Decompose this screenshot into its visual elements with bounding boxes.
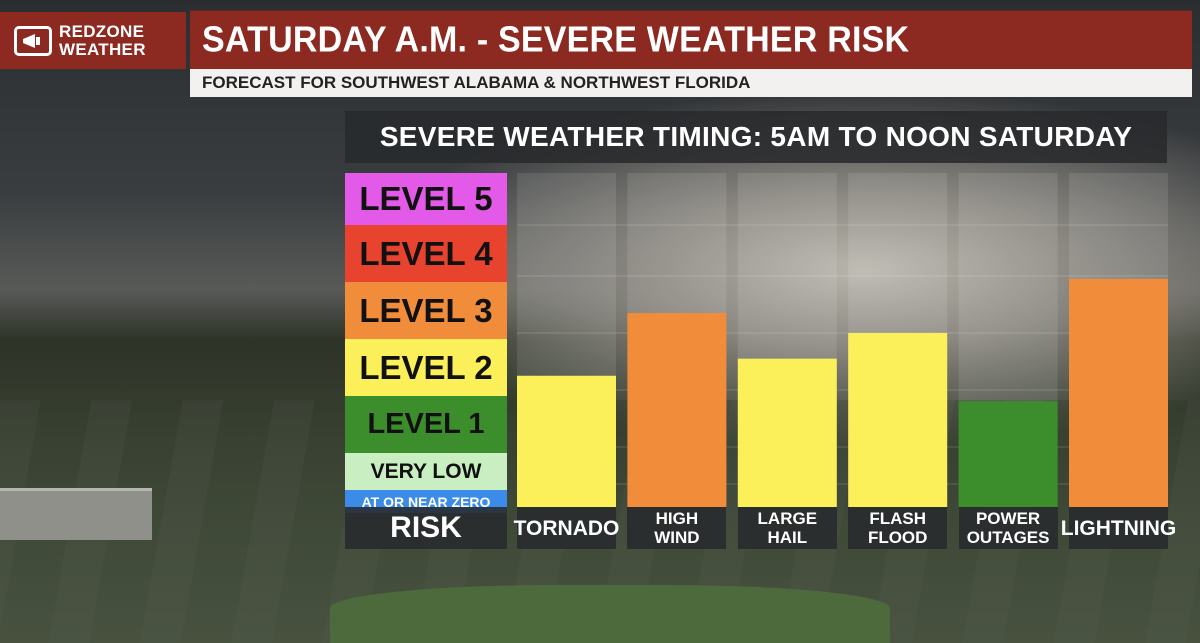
- risk-level-3: LEVEL 3: [345, 282, 507, 339]
- background-field: [330, 585, 890, 643]
- bar-power-outages: [958, 401, 1058, 507]
- brand-logo: REDZONE WEATHER: [0, 12, 186, 69]
- category-label-high-wind: HIGH WIND: [627, 507, 727, 549]
- category-label-tornado: TORNADO: [514, 507, 619, 549]
- page-title: SATURDAY A.M. - SEVERE WEATHER RISK: [190, 10, 1192, 71]
- category-label-large-hail: LARGE HAIL: [737, 507, 837, 549]
- category-label-flash-flood: FLASH FLOOD: [848, 507, 948, 549]
- risk-level-5: LEVEL 1: [345, 396, 507, 453]
- bar-lightning: [1069, 278, 1168, 507]
- category-label-power-outages: POWER OUTAGES: [958, 507, 1058, 549]
- page-subtitle: FORECAST FOR SOUTHWEST ALABAMA & NORTHWE…: [190, 69, 1192, 97]
- risk-level-1: LEVEL 5: [345, 173, 507, 225]
- risk-level-6: VERY LOW: [345, 453, 507, 490]
- bar-high-wind: [627, 313, 727, 507]
- risk-level-2: LEVEL 4: [345, 225, 507, 282]
- bar-large-hail: [737, 358, 837, 507]
- megaphone-icon: [14, 25, 52, 56]
- risk-level-4: LEVEL 2: [345, 339, 507, 396]
- chart-title: SEVERE WEATHER TIMING: 5AM TO NOON SATUR…: [345, 111, 1167, 163]
- bar-flash-flood: [848, 333, 948, 507]
- risk-axis-label: RISK: [345, 507, 507, 549]
- risk-level-legend: LEVEL 5 LEVEL 4 LEVEL 3 LEVEL 2 LEVEL 1 VERY …: [345, 173, 507, 513]
- background-building: [0, 488, 152, 540]
- category-label-lightning: LIGHTNING: [1061, 507, 1176, 549]
- bar-tornado: [517, 375, 616, 507]
- brand-line2: WEATHER: [59, 39, 146, 59]
- brand-line1: REDZONE: [59, 21, 145, 41]
